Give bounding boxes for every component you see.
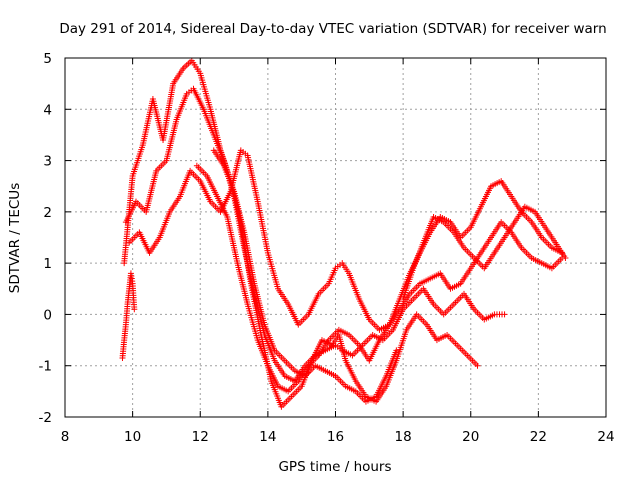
chart-title: Day 291 of 2014, Sidereal Day-to-day VTE… xyxy=(59,21,606,37)
y-tick-label: 1 xyxy=(43,256,52,272)
x-tick-label: 24 xyxy=(597,429,614,445)
series-track-3 xyxy=(126,147,566,333)
x-tick-label: 16 xyxy=(327,429,344,445)
x-tick-label: 20 xyxy=(462,429,479,445)
x-tick-label: 22 xyxy=(530,429,547,445)
series-track-5 xyxy=(400,203,569,303)
data-point-markers xyxy=(126,147,566,333)
x-tick-label: 18 xyxy=(395,429,412,445)
y-tick-label: 5 xyxy=(43,51,52,67)
x-axis: 8 10 12 14 16 18 20 22 24 xyxy=(61,58,615,445)
series-track-6 xyxy=(210,147,400,405)
data-points xyxy=(119,57,569,410)
x-tick-label: 8 xyxy=(61,429,70,445)
y-tick-label: 3 xyxy=(43,154,52,170)
data-point-markers xyxy=(210,147,400,405)
series-track-7 xyxy=(119,270,138,362)
x-axis-label: GPS time / hours xyxy=(278,459,391,475)
y-tick-label: 0 xyxy=(43,307,52,323)
y-axis: -2 -1 0 1 2 3 4 5 xyxy=(39,51,606,426)
y-tick-label: 4 xyxy=(43,102,52,118)
y-axis-label: SDTVAR / TECUs xyxy=(7,183,23,293)
data-point-markers xyxy=(400,203,569,303)
y-tick-label: 2 xyxy=(43,205,52,221)
data-point-markers xyxy=(119,270,138,362)
x-tick-label: 10 xyxy=(124,429,141,445)
y-tick-label: -1 xyxy=(39,359,52,375)
x-tick-label: 14 xyxy=(259,429,276,445)
y-tick-label: -2 xyxy=(39,410,52,426)
x-tick-label: 12 xyxy=(192,429,209,445)
